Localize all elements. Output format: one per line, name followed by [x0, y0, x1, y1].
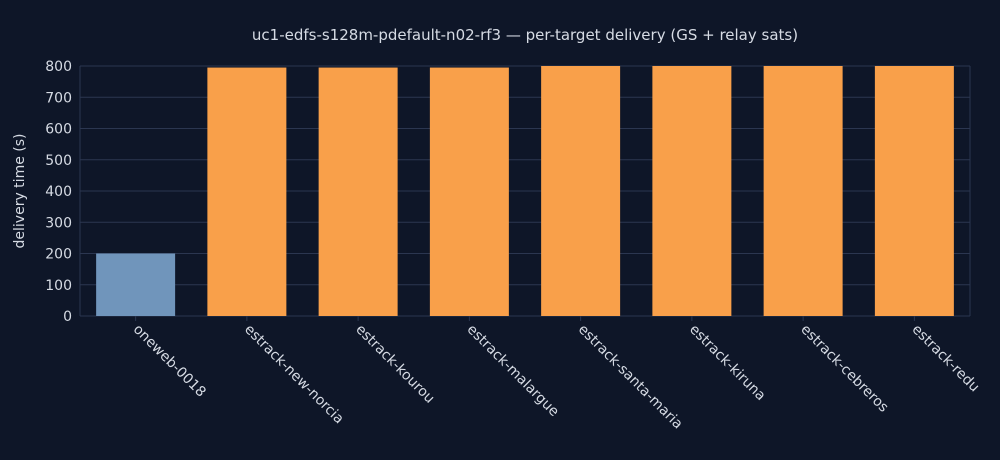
bar-estrack-malargue[interactable]	[429, 67, 509, 316]
bar-estrack-kourou[interactable]	[318, 67, 398, 316]
bar-estrack-new-norcia[interactable]	[207, 67, 287, 316]
x-tick-label: oneweb-0018	[130, 322, 209, 401]
x-tick-label: estrack-redu	[909, 322, 983, 396]
bars	[96, 66, 954, 316]
y-tick-label: 100	[45, 278, 72, 294]
y-axis-label: delivery time (s)	[12, 134, 28, 249]
x-tick-label: estrack-cebreros	[797, 322, 891, 416]
y-tick-label: 500	[45, 153, 72, 169]
chart-title: uc1-edfs-s128m-pdefault-n02-rf3 — per-ta…	[252, 26, 798, 44]
x-tick-label: estrack-kourou	[352, 322, 437, 407]
x-axis-ticks: oneweb-0018 estrack-new-norcia estrack-kou…	[130, 316, 983, 433]
y-tick-label: 200	[45, 247, 72, 263]
bar-estrack-redu[interactable]	[874, 66, 954, 316]
x-tick-label: estrack-malargue	[464, 322, 562, 420]
bar-estrack-santa-maria[interactable]	[541, 66, 621, 316]
y-tick-label: 800	[45, 59, 72, 75]
y-tick-label: 700	[45, 90, 72, 106]
y-tick-label: 0	[63, 309, 72, 325]
bar-estrack-kiruna[interactable]	[652, 66, 732, 316]
bar-estrack-cebreros[interactable]	[763, 66, 843, 316]
x-tick-label: estrack-kiruna	[686, 322, 768, 404]
y-tick-label: 300	[45, 215, 72, 231]
y-tick-label: 600	[45, 122, 72, 138]
y-axis-ticks: 0 100 200 300 400 500 600 700 800	[45, 59, 72, 325]
y-tick-label: 400	[45, 184, 72, 200]
x-tick-label: estrack-new-norcia	[241, 322, 347, 428]
bar-oneweb-0018[interactable]	[96, 253, 176, 317]
x-tick-label: estrack-santa-maria	[575, 322, 686, 433]
